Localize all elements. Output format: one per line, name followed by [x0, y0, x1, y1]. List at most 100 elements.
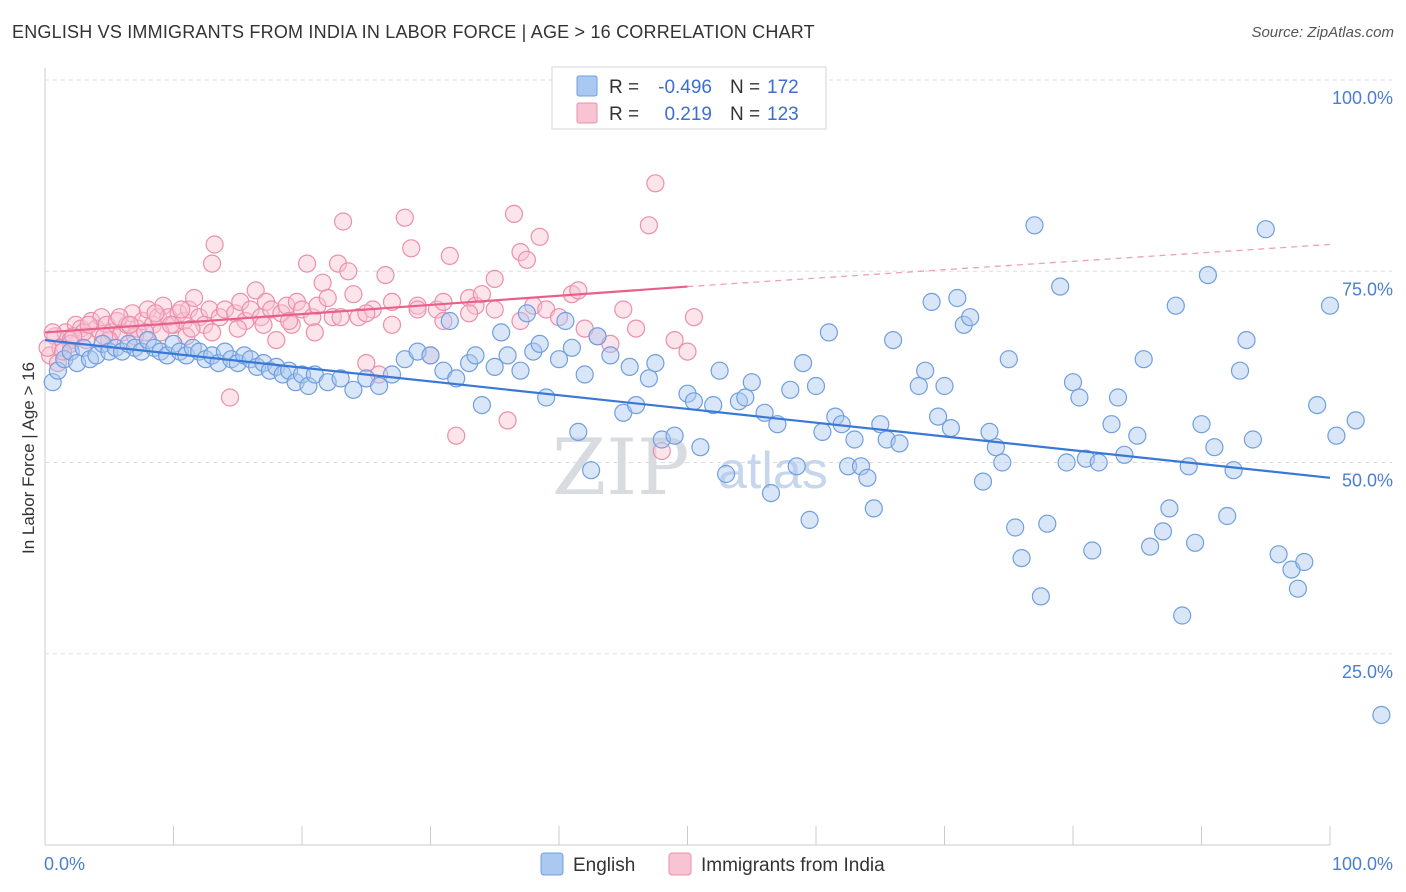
english-point [845, 430, 864, 449]
series-english [43, 216, 1391, 725]
y-tick-labels: 100.0% 75.0% 50.0% 25.0% [1332, 88, 1393, 682]
english-point [1185, 533, 1205, 552]
english-point [562, 338, 582, 357]
india-point [318, 288, 337, 308]
english-point [1288, 579, 1308, 598]
english-point [537, 388, 556, 407]
english-point [1140, 537, 1160, 556]
english-point [1063, 373, 1083, 392]
english-point [761, 484, 781, 503]
english-point [704, 396, 723, 415]
legend-r-label-2: R = [609, 104, 639, 125]
english-point [511, 361, 530, 380]
india-point [498, 411, 517, 430]
india-point [267, 331, 286, 350]
english-point [916, 361, 935, 380]
english-point [1083, 541, 1102, 560]
watermark-atlas: atlas [718, 442, 828, 500]
english-point [1295, 552, 1314, 572]
english-point [370, 376, 389, 396]
india-trend-line-extrapolated [687, 243, 1331, 288]
english-point [344, 380, 363, 399]
english-point [716, 464, 736, 484]
english-point [1308, 396, 1327, 415]
english-point [710, 361, 729, 380]
india-point [200, 300, 219, 319]
india-point [203, 323, 222, 342]
india-point [262, 300, 281, 319]
india-point [154, 296, 173, 315]
english-point [948, 288, 967, 308]
english-point [928, 407, 948, 426]
english-point [993, 453, 1012, 472]
english-point [691, 438, 710, 457]
india-point [331, 308, 350, 327]
english-point [1205, 438, 1224, 457]
india-point [357, 354, 376, 373]
legend-swatch-india [576, 102, 598, 124]
india-point [678, 342, 697, 361]
english-point [1012, 548, 1031, 568]
english-point [980, 422, 999, 441]
india-point [504, 204, 524, 223]
english-point [941, 419, 961, 438]
english-point [1218, 506, 1237, 526]
india-point [569, 281, 588, 300]
english-point [858, 468, 877, 487]
india-point [485, 269, 504, 288]
english-point [1256, 220, 1275, 239]
india-point [334, 212, 353, 231]
english-point [43, 373, 62, 392]
english-point [787, 457, 806, 476]
english-point [890, 434, 909, 453]
english-trend-line [44, 339, 1331, 479]
english-point [864, 499, 883, 518]
english-point [299, 376, 318, 396]
english-point [1070, 388, 1089, 407]
india-point [684, 308, 704, 327]
english-point [781, 380, 800, 399]
english-point [1327, 426, 1346, 445]
english-point [498, 346, 517, 365]
x-tick-labels: 0.0% 100.0% [44, 854, 1393, 874]
english-point [1224, 461, 1243, 480]
india-point [408, 300, 427, 319]
source-credit: Source: ZipAtlas.com [1251, 24, 1394, 41]
india-point [172, 300, 191, 319]
english-point [601, 346, 620, 365]
y-tick-label-2: 50.0% [1342, 471, 1393, 491]
legend-n-value-1: 172 [767, 77, 799, 98]
india-point [228, 319, 247, 338]
x-tick-label-0: 0.0% [44, 854, 85, 874]
india-point [328, 254, 348, 273]
trend-layer [44, 243, 1331, 479]
english-point [800, 510, 819, 530]
india-point [639, 216, 659, 235]
india-point [485, 300, 504, 319]
india-point [203, 254, 222, 273]
india-point [64, 327, 83, 346]
legend-swatch-india-bottom [668, 852, 692, 876]
english-point [1173, 606, 1192, 625]
india-point [395, 208, 414, 227]
english-point [639, 369, 659, 388]
india-point [530, 227, 549, 246]
english-point [838, 457, 858, 476]
english-point [421, 346, 440, 365]
india-point [440, 246, 459, 265]
legend-n-label-2: N = [730, 104, 760, 125]
india-point [376, 266, 395, 285]
english-point [1230, 361, 1250, 380]
english-point [736, 388, 755, 407]
legend-r-label-1: R = [609, 77, 639, 98]
english-point [1057, 453, 1076, 472]
english-point [909, 376, 928, 396]
english-point [813, 422, 832, 441]
english-point [851, 457, 871, 476]
india-point [402, 239, 421, 258]
english-point [292, 365, 312, 384]
english-point [646, 354, 665, 373]
legend-n-value-2: 123 [767, 104, 799, 125]
english-point [1108, 388, 1128, 407]
